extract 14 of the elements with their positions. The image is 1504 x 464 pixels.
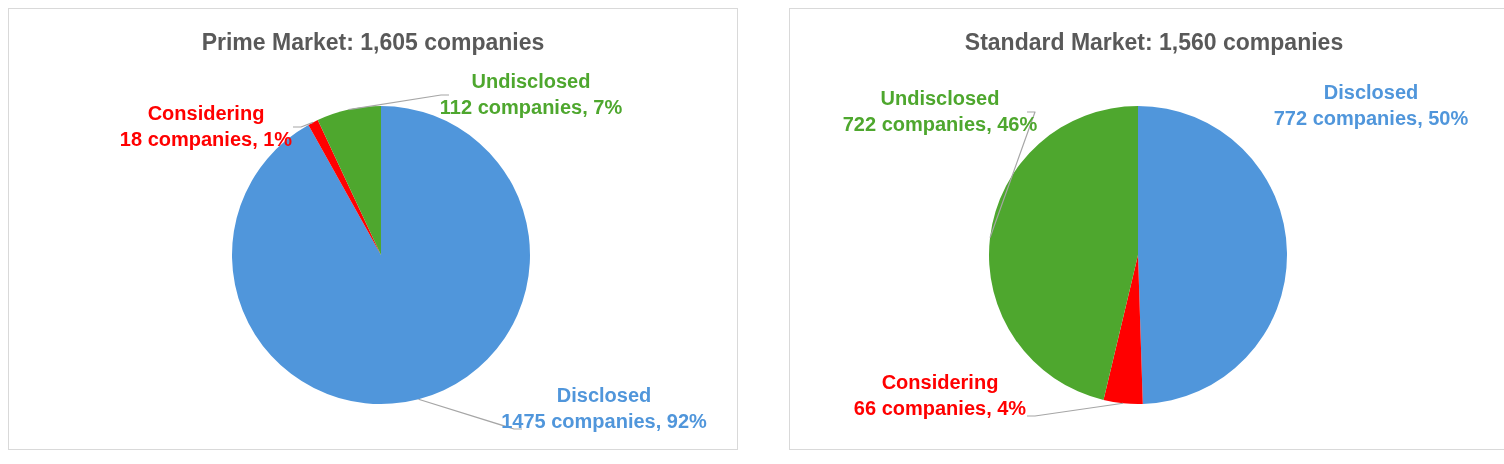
- data-label: 1475 companies, 92%: [501, 409, 708, 432]
- data-label: 722 companies, 46%: [842, 112, 1038, 135]
- slice-label: Undisclosed: [471, 69, 591, 92]
- data-label: 112 companies, 7%: [439, 95, 623, 118]
- data-label: 772 companies, 50%: [1273, 106, 1469, 129]
- slice-label: Disclosed: [1323, 80, 1419, 103]
- slice-label: Considering: [147, 101, 265, 124]
- chart-title: Prime Market: 1,605 companies: [200, 29, 546, 56]
- slice-label: Disclosed: [556, 383, 652, 406]
- chart-title: Standard Market: 1,560 companies: [963, 29, 1345, 56]
- slice-label: Considering: [881, 370, 999, 393]
- data-label: 66 companies, 4%: [853, 396, 1027, 419]
- slice-label: Undisclosed: [880, 86, 1000, 109]
- data-label: 18 companies, 1%: [119, 127, 293, 150]
